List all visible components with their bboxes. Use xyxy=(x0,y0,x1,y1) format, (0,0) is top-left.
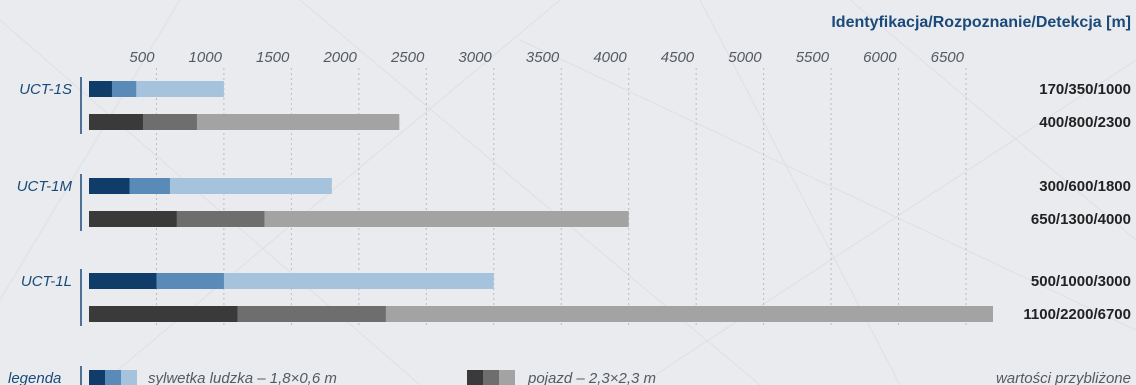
human-bar-segment xyxy=(89,273,157,289)
x-tick-label: 6000 xyxy=(863,49,897,66)
x-tick-label: 2000 xyxy=(322,49,357,66)
x-tick-label: 3500 xyxy=(526,49,560,66)
legend-swatch xyxy=(483,370,499,385)
x-tick-label: 500 xyxy=(129,49,155,66)
legend-heading: legenda xyxy=(8,370,61,385)
product-label: UCT-1M xyxy=(17,178,73,195)
value-label: 650/1300/4000 xyxy=(1031,211,1131,228)
legend-human-label: sylwetka ludzka – 1,8×0,6 m xyxy=(148,370,337,385)
legend-human-swatch xyxy=(89,370,137,385)
x-tick-label: 3000 xyxy=(458,49,492,66)
legend-swatch xyxy=(89,370,105,385)
legend-swatch xyxy=(467,370,483,385)
x-tick-label: 4000 xyxy=(593,49,627,66)
legend-note: wartości przybliżone xyxy=(996,370,1131,385)
human-bar-segment xyxy=(89,178,130,194)
x-tick-label: 1500 xyxy=(256,49,290,66)
value-label: 1100/2200/6700 xyxy=(1023,306,1131,323)
value-label: 400/800/2300 xyxy=(1039,114,1131,131)
bars: UCT-1S 170/350/1000 400/800/2300 UCT-1M 300/… xyxy=(17,77,1131,326)
value-label: 300/600/1800 xyxy=(1039,178,1131,195)
x-tick-label: 5500 xyxy=(796,49,830,66)
value-label: 500/1000/3000 xyxy=(1031,273,1131,290)
human-bar-segment xyxy=(89,81,112,97)
product-label: UCT-1L xyxy=(21,273,72,290)
x-tick-label: 2500 xyxy=(390,49,425,66)
legend-swatch xyxy=(499,370,515,385)
legend: legenda sylwetka ludzka – 1,8×0,6 m poja… xyxy=(8,366,1131,385)
x-tick-label: 4500 xyxy=(661,49,695,66)
x-tick-label: 6500 xyxy=(931,49,965,66)
vehicle-bar-segment xyxy=(89,211,177,227)
chart-title: Identyfikacja/Rozpoznanie/Detekcja [m] xyxy=(831,14,1131,31)
vehicle-bar-segment xyxy=(89,306,238,322)
legend-vehicle-swatch xyxy=(467,370,515,385)
legend-vehicle-label: pojazd – 2,3×2,3 m xyxy=(527,370,656,385)
x-axis-ticks: 500 1000 1500 2000 2500 3000 3500 4000 4500 5000 5… xyxy=(129,49,964,66)
x-tick-label: 5000 xyxy=(728,49,762,66)
product-label: UCT-1S xyxy=(19,81,72,98)
x-tick-label: 1000 xyxy=(189,49,223,66)
legend-swatch xyxy=(121,370,137,385)
value-label: 170/350/1000 xyxy=(1039,81,1131,98)
legend-swatch xyxy=(105,370,121,385)
vehicle-bar-segment xyxy=(89,114,143,130)
